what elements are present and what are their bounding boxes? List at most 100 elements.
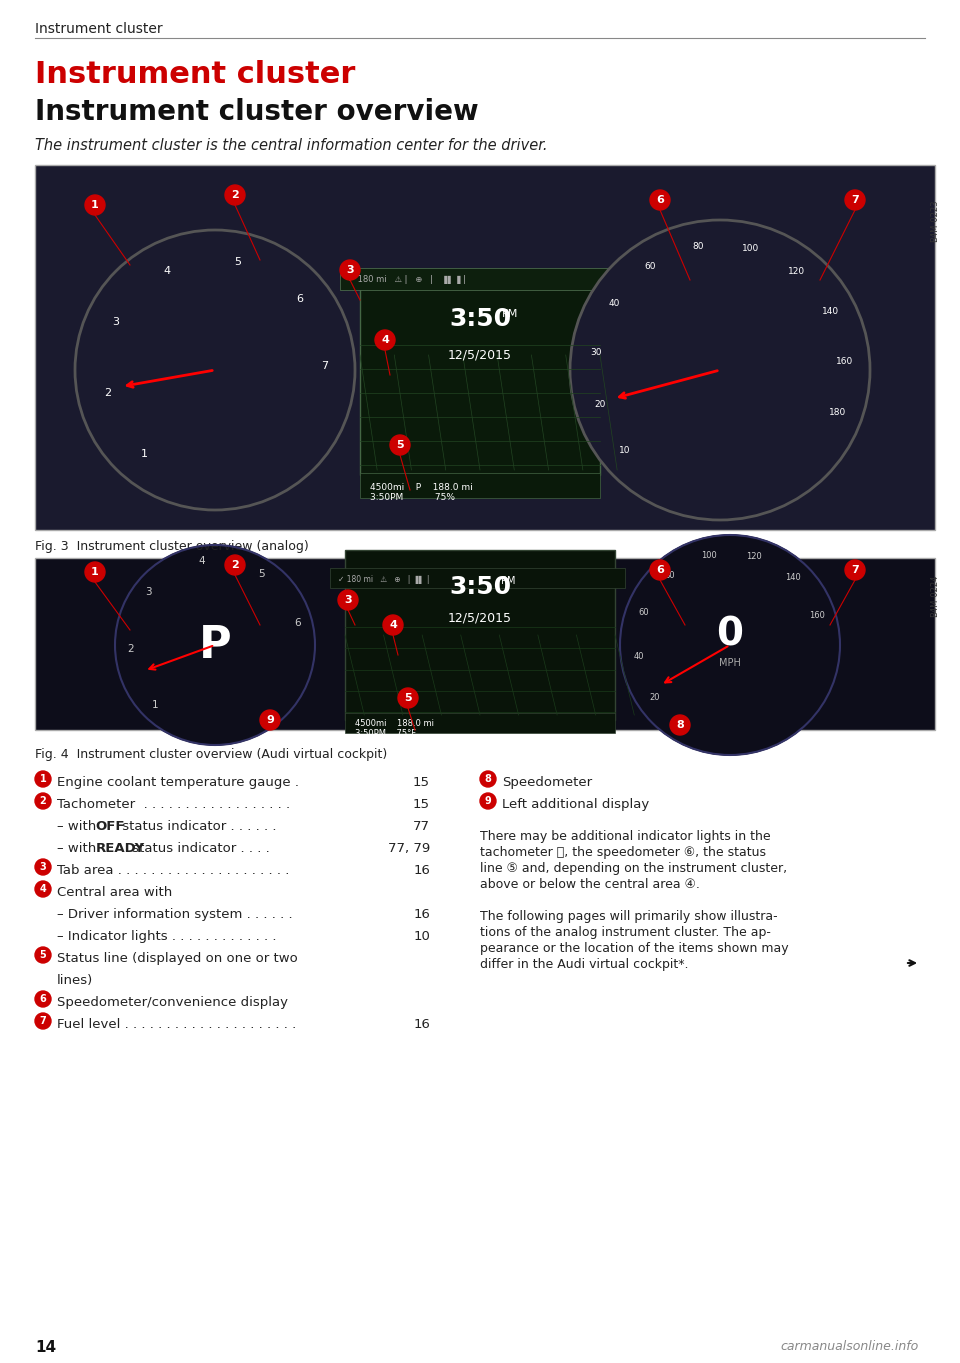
Text: Central area with: Central area with bbox=[57, 886, 172, 900]
Text: 1: 1 bbox=[152, 701, 158, 710]
Text: 6: 6 bbox=[656, 566, 664, 575]
Text: carmanualsonline.info: carmanualsonline.info bbox=[780, 1340, 919, 1353]
Text: 6: 6 bbox=[39, 994, 46, 1005]
Text: 3:50: 3:50 bbox=[449, 575, 511, 600]
Text: – Indicator lights . . . . . . . . . . . . .: – Indicator lights . . . . . . . . . . .… bbox=[57, 930, 276, 943]
Text: 5: 5 bbox=[258, 568, 265, 579]
Text: Instrument cluster: Instrument cluster bbox=[35, 22, 162, 35]
Text: ✓ 180 mi   ⚠   ⊕   | ▐▌ |: ✓ 180 mi ⚠ ⊕ | ▐▌ | bbox=[338, 574, 429, 583]
Text: 1: 1 bbox=[91, 200, 99, 210]
Text: 2: 2 bbox=[104, 388, 111, 398]
Circle shape bbox=[670, 716, 690, 735]
FancyBboxPatch shape bbox=[330, 568, 625, 587]
Text: 15: 15 bbox=[413, 797, 430, 811]
Text: 160: 160 bbox=[809, 611, 825, 620]
Text: The following pages will primarily show illustra-: The following pages will primarily show … bbox=[480, 910, 778, 923]
Text: PM: PM bbox=[502, 309, 518, 319]
Circle shape bbox=[383, 615, 403, 635]
Text: 2: 2 bbox=[231, 560, 239, 570]
Text: 160: 160 bbox=[836, 357, 853, 365]
Text: – with: – with bbox=[57, 842, 101, 855]
Text: 4500mi    188.0 mi: 4500mi 188.0 mi bbox=[355, 720, 434, 728]
Circle shape bbox=[480, 771, 496, 786]
Text: 7: 7 bbox=[39, 1015, 46, 1026]
Text: Fig. 3  Instrument cluster overview (analog): Fig. 3 Instrument cluster overview (anal… bbox=[35, 540, 309, 553]
Circle shape bbox=[340, 260, 360, 279]
Text: 9: 9 bbox=[266, 716, 274, 725]
Circle shape bbox=[570, 219, 870, 521]
Text: pearance or the location of the items shown may: pearance or the location of the items sh… bbox=[480, 942, 788, 955]
Circle shape bbox=[650, 560, 670, 581]
Text: 30: 30 bbox=[590, 348, 602, 357]
Text: Tab area . . . . . . . . . . . . . . . . . . . . .: Tab area . . . . . . . . . . . . . . . .… bbox=[57, 864, 289, 876]
Text: Fuel level . . . . . . . . . . . . . . . . . . . . .: Fuel level . . . . . . . . . . . . . . .… bbox=[57, 1018, 297, 1030]
Text: 16: 16 bbox=[413, 908, 430, 921]
Text: 12/5/2015: 12/5/2015 bbox=[448, 612, 512, 624]
Text: Speedometer: Speedometer bbox=[502, 776, 592, 789]
Circle shape bbox=[620, 536, 840, 755]
Text: differ in the Audi virtual cockpit*.: differ in the Audi virtual cockpit*. bbox=[480, 958, 688, 970]
Text: above or below the central area ④.: above or below the central area ④. bbox=[480, 878, 700, 891]
Circle shape bbox=[650, 189, 670, 210]
FancyBboxPatch shape bbox=[360, 275, 600, 474]
Text: 4: 4 bbox=[39, 885, 46, 894]
Text: OFF: OFF bbox=[95, 821, 125, 833]
Text: 80: 80 bbox=[692, 243, 704, 251]
Text: 3: 3 bbox=[347, 264, 354, 275]
Circle shape bbox=[85, 562, 105, 582]
Text: 7: 7 bbox=[852, 195, 859, 204]
Text: 3:50PM           75%: 3:50PM 75% bbox=[370, 493, 455, 503]
Text: 40: 40 bbox=[634, 652, 644, 661]
Text: 7: 7 bbox=[852, 566, 859, 575]
Text: 4: 4 bbox=[389, 620, 396, 630]
Text: 1: 1 bbox=[91, 567, 99, 577]
Text: status indicator . . . . . .: status indicator . . . . . . bbox=[117, 821, 276, 833]
Text: 1: 1 bbox=[39, 774, 46, 784]
Circle shape bbox=[225, 555, 245, 575]
Text: Instrument cluster: Instrument cluster bbox=[35, 60, 355, 89]
Text: – with: – with bbox=[57, 821, 101, 833]
Circle shape bbox=[480, 793, 496, 810]
Text: lines): lines) bbox=[57, 975, 93, 987]
Text: 6: 6 bbox=[656, 195, 664, 204]
Text: B4M-0223: B4M-0223 bbox=[930, 200, 940, 243]
Text: 80: 80 bbox=[664, 571, 675, 581]
Text: 60: 60 bbox=[644, 262, 656, 271]
Circle shape bbox=[845, 189, 865, 210]
Text: 5: 5 bbox=[234, 258, 241, 267]
Text: 3:50PM    75°F: 3:50PM 75°F bbox=[355, 729, 416, 739]
Text: – Driver information system . . . . . .: – Driver information system . . . . . . bbox=[57, 908, 293, 921]
Text: B4M-0224: B4M-0224 bbox=[930, 575, 940, 617]
Text: 3: 3 bbox=[345, 596, 351, 605]
Text: Engine coolant temperature gauge .: Engine coolant temperature gauge . bbox=[57, 776, 299, 789]
Text: 100: 100 bbox=[702, 551, 717, 560]
Text: 8: 8 bbox=[676, 720, 684, 731]
FancyBboxPatch shape bbox=[35, 165, 935, 530]
FancyBboxPatch shape bbox=[35, 557, 935, 731]
FancyBboxPatch shape bbox=[345, 551, 615, 720]
Circle shape bbox=[85, 195, 105, 215]
Circle shape bbox=[75, 230, 355, 510]
Text: 10: 10 bbox=[413, 930, 430, 943]
Text: 77: 77 bbox=[413, 821, 430, 833]
FancyBboxPatch shape bbox=[360, 473, 600, 497]
Text: 3: 3 bbox=[39, 861, 46, 872]
Circle shape bbox=[845, 560, 865, 581]
Text: 4: 4 bbox=[163, 266, 170, 277]
Circle shape bbox=[260, 710, 280, 731]
Circle shape bbox=[35, 859, 51, 875]
Text: MPH: MPH bbox=[719, 658, 741, 668]
Circle shape bbox=[338, 590, 358, 611]
Text: 3:50: 3:50 bbox=[449, 307, 511, 331]
Text: 5: 5 bbox=[404, 692, 412, 703]
Text: 60: 60 bbox=[638, 608, 649, 616]
Circle shape bbox=[225, 185, 245, 204]
Text: Left additional display: Left additional display bbox=[502, 797, 649, 811]
Text: There may be additional indicator lights in the: There may be additional indicator lights… bbox=[480, 830, 771, 842]
Text: The instrument cluster is the central information center for the driver.: The instrument cluster is the central in… bbox=[35, 138, 547, 153]
Text: ✓ 180 mi   ⚠ |   ⊕   |   ▐▌▐ |: ✓ 180 mi ⚠ | ⊕ | ▐▌▐ | bbox=[348, 275, 466, 285]
Text: 100: 100 bbox=[742, 244, 758, 254]
Circle shape bbox=[375, 330, 395, 350]
Text: 7: 7 bbox=[322, 361, 328, 371]
Text: Instrument cluster overview: Instrument cluster overview bbox=[35, 98, 479, 125]
